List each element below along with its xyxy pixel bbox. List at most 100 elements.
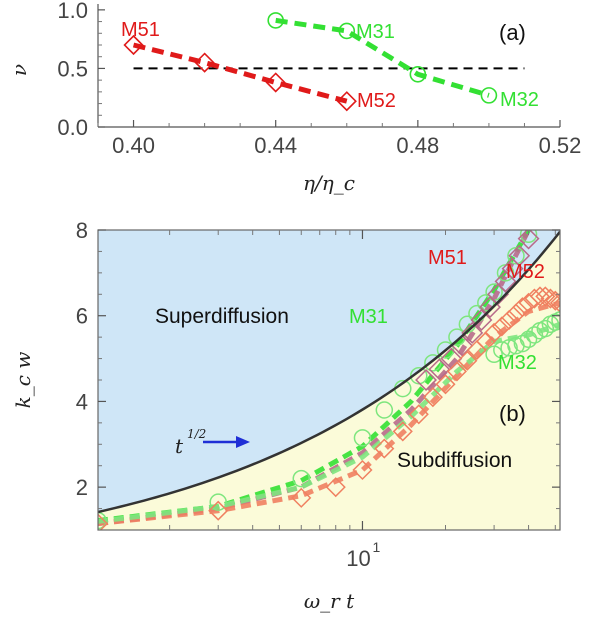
power-law-exponent: 1/2 [187, 427, 206, 441]
series-lines-group [132, 17, 490, 104]
data-point-m52 [524, 288, 545, 309]
y-tick-label: 0.5 [57, 56, 88, 81]
x-tick-exponent: 1 [372, 539, 380, 555]
data-point-m32 [536, 319, 555, 338]
series-markers-group [98, 230, 560, 530]
data-point-m51 [517, 230, 540, 250]
data-point-m31 [98, 511, 107, 530]
y-tick-label: 2 [76, 475, 88, 500]
series-labels-group: M51 M52 M31 M32 [349, 247, 545, 374]
data-point-m51 [123, 34, 144, 56]
data-point-m51 [461, 321, 484, 344]
data-point-m32 [500, 339, 518, 357]
data-point-m31 [375, 401, 394, 419]
data-point-m52 [505, 303, 527, 324]
y-axis-label: k_c w [11, 352, 35, 409]
x-tick-label: 0.52 [539, 133, 582, 158]
x-tick-label: 0.40 [112, 133, 155, 158]
data-point-m52 [446, 361, 467, 382]
data-point-m32 [480, 87, 498, 104]
data-point-m32 [525, 326, 544, 344]
y-tick-label: 0.0 [57, 115, 88, 140]
y-axis-label: ν [7, 64, 31, 76]
data-point-m52 [98, 513, 109, 530]
series-label-m51: M51 [428, 247, 467, 269]
y-tick-label: 8 [76, 218, 88, 243]
data-point-m31 [424, 354, 442, 372]
series-markers-group [123, 12, 498, 112]
panel-label: (b) [499, 401, 526, 426]
arrow-icon [203, 436, 250, 448]
data-point-m52 [535, 286, 556, 307]
boundary-curve-group [98, 230, 560, 514]
y-ticks-group: 2 4 6 8 [76, 218, 560, 510]
series-label-m32: M32 [500, 89, 539, 111]
axes-frame [97, 4, 560, 128]
data-point-m52 [374, 438, 395, 459]
data-point-m52 [512, 297, 533, 318]
data-point-m52 [491, 316, 512, 337]
x-tick-label: 0.48 [396, 133, 439, 158]
data-point-m52 [549, 292, 560, 313]
region-label-super: Superdiffusion [155, 305, 289, 328]
data-point-m52 [265, 72, 286, 93]
data-point-m51 [508, 244, 531, 267]
data-point-m52 [352, 459, 373, 481]
series-line-1 [275, 17, 490, 98]
data-point-m31 [410, 366, 428, 385]
data-point-m31 [448, 328, 466, 346]
data-point-m31 [292, 469, 311, 488]
data-point-m52 [499, 309, 520, 331]
y-tick-label: 1.0 [57, 0, 88, 23]
data-point-m31 [267, 12, 284, 29]
data-point-m31 [209, 493, 227, 511]
data-point-m51 [194, 52, 215, 73]
data-point-m31 [519, 230, 538, 244]
series-label-m51: M51 [121, 19, 160, 41]
data-point-m31 [353, 429, 372, 447]
x-axis-label: ω_r t [304, 589, 355, 613]
panel-a: 0.40 0.44 0.48 0.52 0.00.51.0 M51M52M31M32 … [7, 0, 581, 195]
y-tick-label: 6 [76, 304, 88, 329]
data-point-m52 [545, 290, 560, 311]
x-tick-label: 10 [346, 546, 370, 571]
data-point-m32 [519, 330, 538, 349]
data-point-m52 [435, 374, 456, 395]
panel-label: (a) [499, 20, 526, 45]
data-point-m52 [291, 487, 312, 508]
data-point-m51 [415, 369, 438, 391]
data-point-m32 [513, 334, 532, 353]
series-line-0 [132, 42, 348, 104]
series-labels-group: M51 M52 M31 M32 [121, 19, 539, 112]
y-tick-label: 4 [76, 389, 88, 414]
data-point-m52 [336, 91, 357, 112]
x-ticks-group: 0.40 0.44 0.48 0.52 [97, 120, 582, 158]
series-label-m31: M31 [356, 21, 395, 43]
data-point-m52 [457, 350, 478, 371]
power-law-base: t [175, 434, 184, 458]
data-point-m52 [422, 387, 443, 408]
data-point-m52 [484, 322, 505, 343]
power-law-annotation: t 1/2 [175, 427, 250, 458]
x-tick-label: 0.44 [254, 133, 297, 158]
data-point-m51 [428, 358, 451, 381]
data-point-m52 [208, 500, 229, 521]
data-point-m52 [325, 477, 346, 498]
subdiffusion-region [98, 231, 560, 530]
x-axis-label: η/η_c [303, 171, 355, 195]
series-label-m32: M32 [498, 352, 537, 374]
panel-b: 10 1 2 4 6 8 M51 M52 M31 M32 Superdiffusion Sub… [11, 218, 561, 613]
data-point-m52 [408, 404, 429, 425]
series-label-m52: M52 [506, 261, 545, 283]
data-point-m52 [475, 331, 496, 352]
region-label-sub: Subdiffusion [397, 449, 512, 472]
series-label-m52: M52 [357, 90, 396, 112]
data-point-m52 [540, 288, 560, 309]
boundary-curve [98, 230, 560, 514]
data-point-m31 [507, 246, 525, 265]
series-label-m31: M31 [349, 306, 388, 328]
data-point-m52 [392, 421, 413, 442]
data-point-m32 [409, 65, 427, 83]
data-point-m31 [338, 22, 356, 40]
